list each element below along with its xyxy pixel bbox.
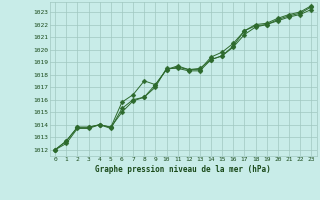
X-axis label: Graphe pression niveau de la mer (hPa): Graphe pression niveau de la mer (hPa)	[95, 165, 271, 174]
